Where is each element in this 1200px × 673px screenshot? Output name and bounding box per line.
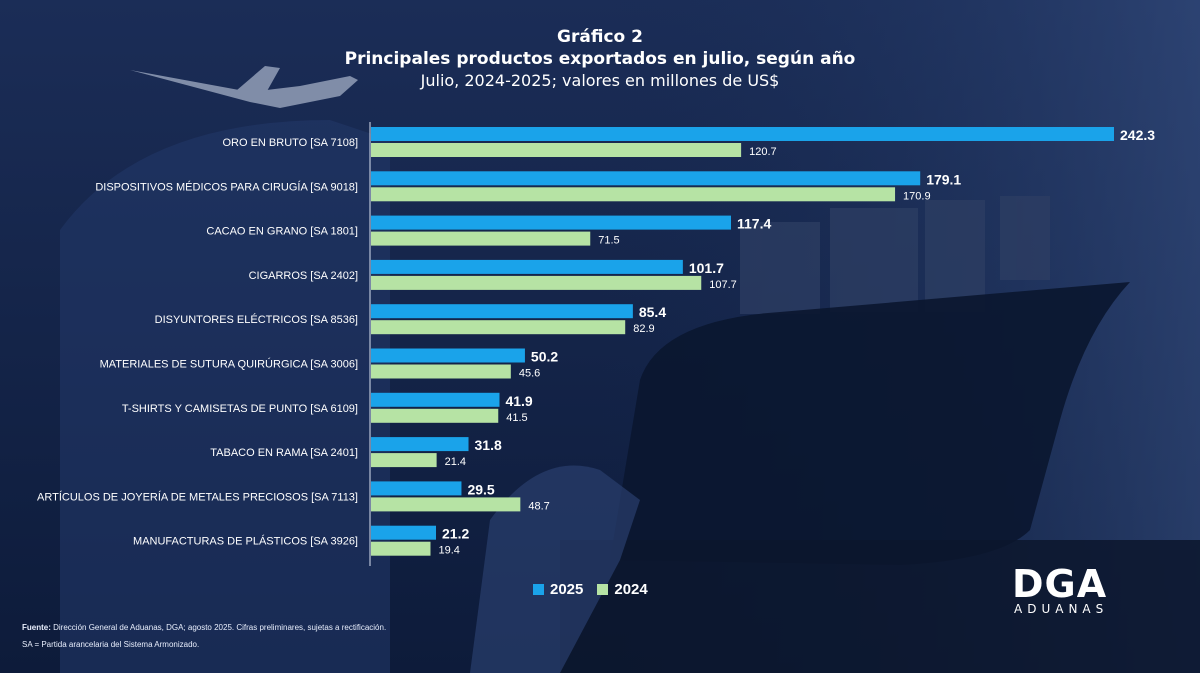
data-label-2025: 21.2 <box>442 526 469 542</box>
data-label-2024: 82.9 <box>633 323 654 335</box>
legend-item-2024: 2024 <box>597 581 648 598</box>
bar-2024 <box>371 364 511 379</box>
chart-title: Gráfico 2 <box>557 27 643 47</box>
bar-2024 <box>371 187 896 202</box>
data-label-2025: 29.5 <box>467 481 494 497</box>
data-label-2025: 31.8 <box>475 437 502 453</box>
data-label-2025: 242.3 <box>1120 127 1155 143</box>
hands-silhouette <box>470 465 640 673</box>
chart-legend: 2025 2024 <box>533 581 648 598</box>
source-label: Fuente: <box>22 623 51 632</box>
category-label: DISPOSITIVOS MÉDICOS PARA CIRUGÍA [SA 90… <box>95 180 358 193</box>
data-label-2024: 107.7 <box>709 279 737 291</box>
bar-2025 <box>371 481 462 496</box>
data-label-2024: 41.5 <box>506 412 527 424</box>
logo-mark: DGA <box>1012 562 1108 606</box>
data-label-2024: 21.4 <box>445 456 466 468</box>
bar-2025 <box>371 392 500 407</box>
data-label-2024: 48.7 <box>528 500 549 512</box>
legend-swatch-2024 <box>597 584 609 595</box>
legend-swatch-2025 <box>533 584 544 595</box>
data-label-2024: 19.4 <box>438 545 459 557</box>
data-label-2025: 117.4 <box>737 216 771 232</box>
bar-2025 <box>371 215 732 230</box>
category-label: MANUFACTURAS DE PLÁSTICOS [SA 3926] <box>133 535 358 548</box>
category-label: CIGARROS [SA 2402] <box>249 270 358 282</box>
logo-text: ADUANAS <box>1014 602 1109 616</box>
data-label-2024: 45.6 <box>519 368 540 380</box>
chart-subtitle: Julio, 2024-2025; valores en millones de… <box>420 71 780 90</box>
category-label: T-SHIRTS Y CAMISETAS DE PUNTO [SA 6109] <box>122 403 358 415</box>
bar-2025 <box>371 304 633 319</box>
data-label-2025: 179.1 <box>926 171 961 187</box>
legend-label-2025: 2025 <box>550 581 584 598</box>
bar-2025 <box>371 259 683 274</box>
bar-2024 <box>371 143 742 157</box>
data-label-2025: 50.2 <box>531 349 558 365</box>
category-label: CACAO EN GRANO [SA 1801] <box>206 226 358 238</box>
dga-logo: DGA ADUANAS <box>1012 562 1134 616</box>
category-label: DISYUNTORES ELÉCTRICOS [SA 8536] <box>155 313 358 326</box>
bar-2024 <box>371 231 591 246</box>
bar-2025 <box>371 171 921 186</box>
legend-label-2024: 2024 <box>614 581 648 598</box>
bar-2025 <box>371 525 437 540</box>
containers-silhouette <box>740 196 1050 314</box>
bar-2025 <box>371 437 469 452</box>
bar-2025 <box>371 127 1114 141</box>
bar-2024 <box>371 275 702 290</box>
source-note: Fuente: Dirección General de Aduanas, DG… <box>22 619 386 636</box>
sa-note: SA = Partida arancelaria del Sistema Arm… <box>22 640 200 649</box>
bar-2024 <box>371 541 431 556</box>
category-label: MATERIALES DE SUTURA QUIRÚRGICA [SA 3006… <box>100 358 358 371</box>
category-label: ARTÍCULOS DE JOYERÍA DE METALES PRECIOSO… <box>37 490 358 503</box>
data-label-2025: 41.9 <box>505 393 532 409</box>
category-label: ORO EN BRUTO [SA 7108] <box>222 137 358 149</box>
footnote: Fuente: Dirección General de Aduanas, DG… <box>22 619 386 653</box>
category-label: TABACO EN RAMA [SA 2401] <box>210 447 358 459</box>
airplane-silhouette <box>130 66 358 108</box>
data-label-2024: 120.7 <box>749 146 777 158</box>
data-label-2025: 101.7 <box>689 260 724 276</box>
ship-silhouette <box>610 282 1130 565</box>
bar-2024 <box>371 320 626 335</box>
data-label-2025: 85.4 <box>639 304 666 320</box>
bar-2024 <box>371 408 499 423</box>
chart-heading: Principales productos exportados en juli… <box>344 49 856 69</box>
source-text: Dirección General de Aduanas, DGA; agost… <box>53 623 387 632</box>
data-label-2024: 71.5 <box>598 235 619 247</box>
bar-2025 <box>371 348 525 363</box>
bar-2024 <box>371 453 437 468</box>
bar-2024 <box>371 497 521 512</box>
legend-item-2025: 2025 <box>533 581 583 598</box>
data-label-2024: 170.9 <box>903 190 931 202</box>
